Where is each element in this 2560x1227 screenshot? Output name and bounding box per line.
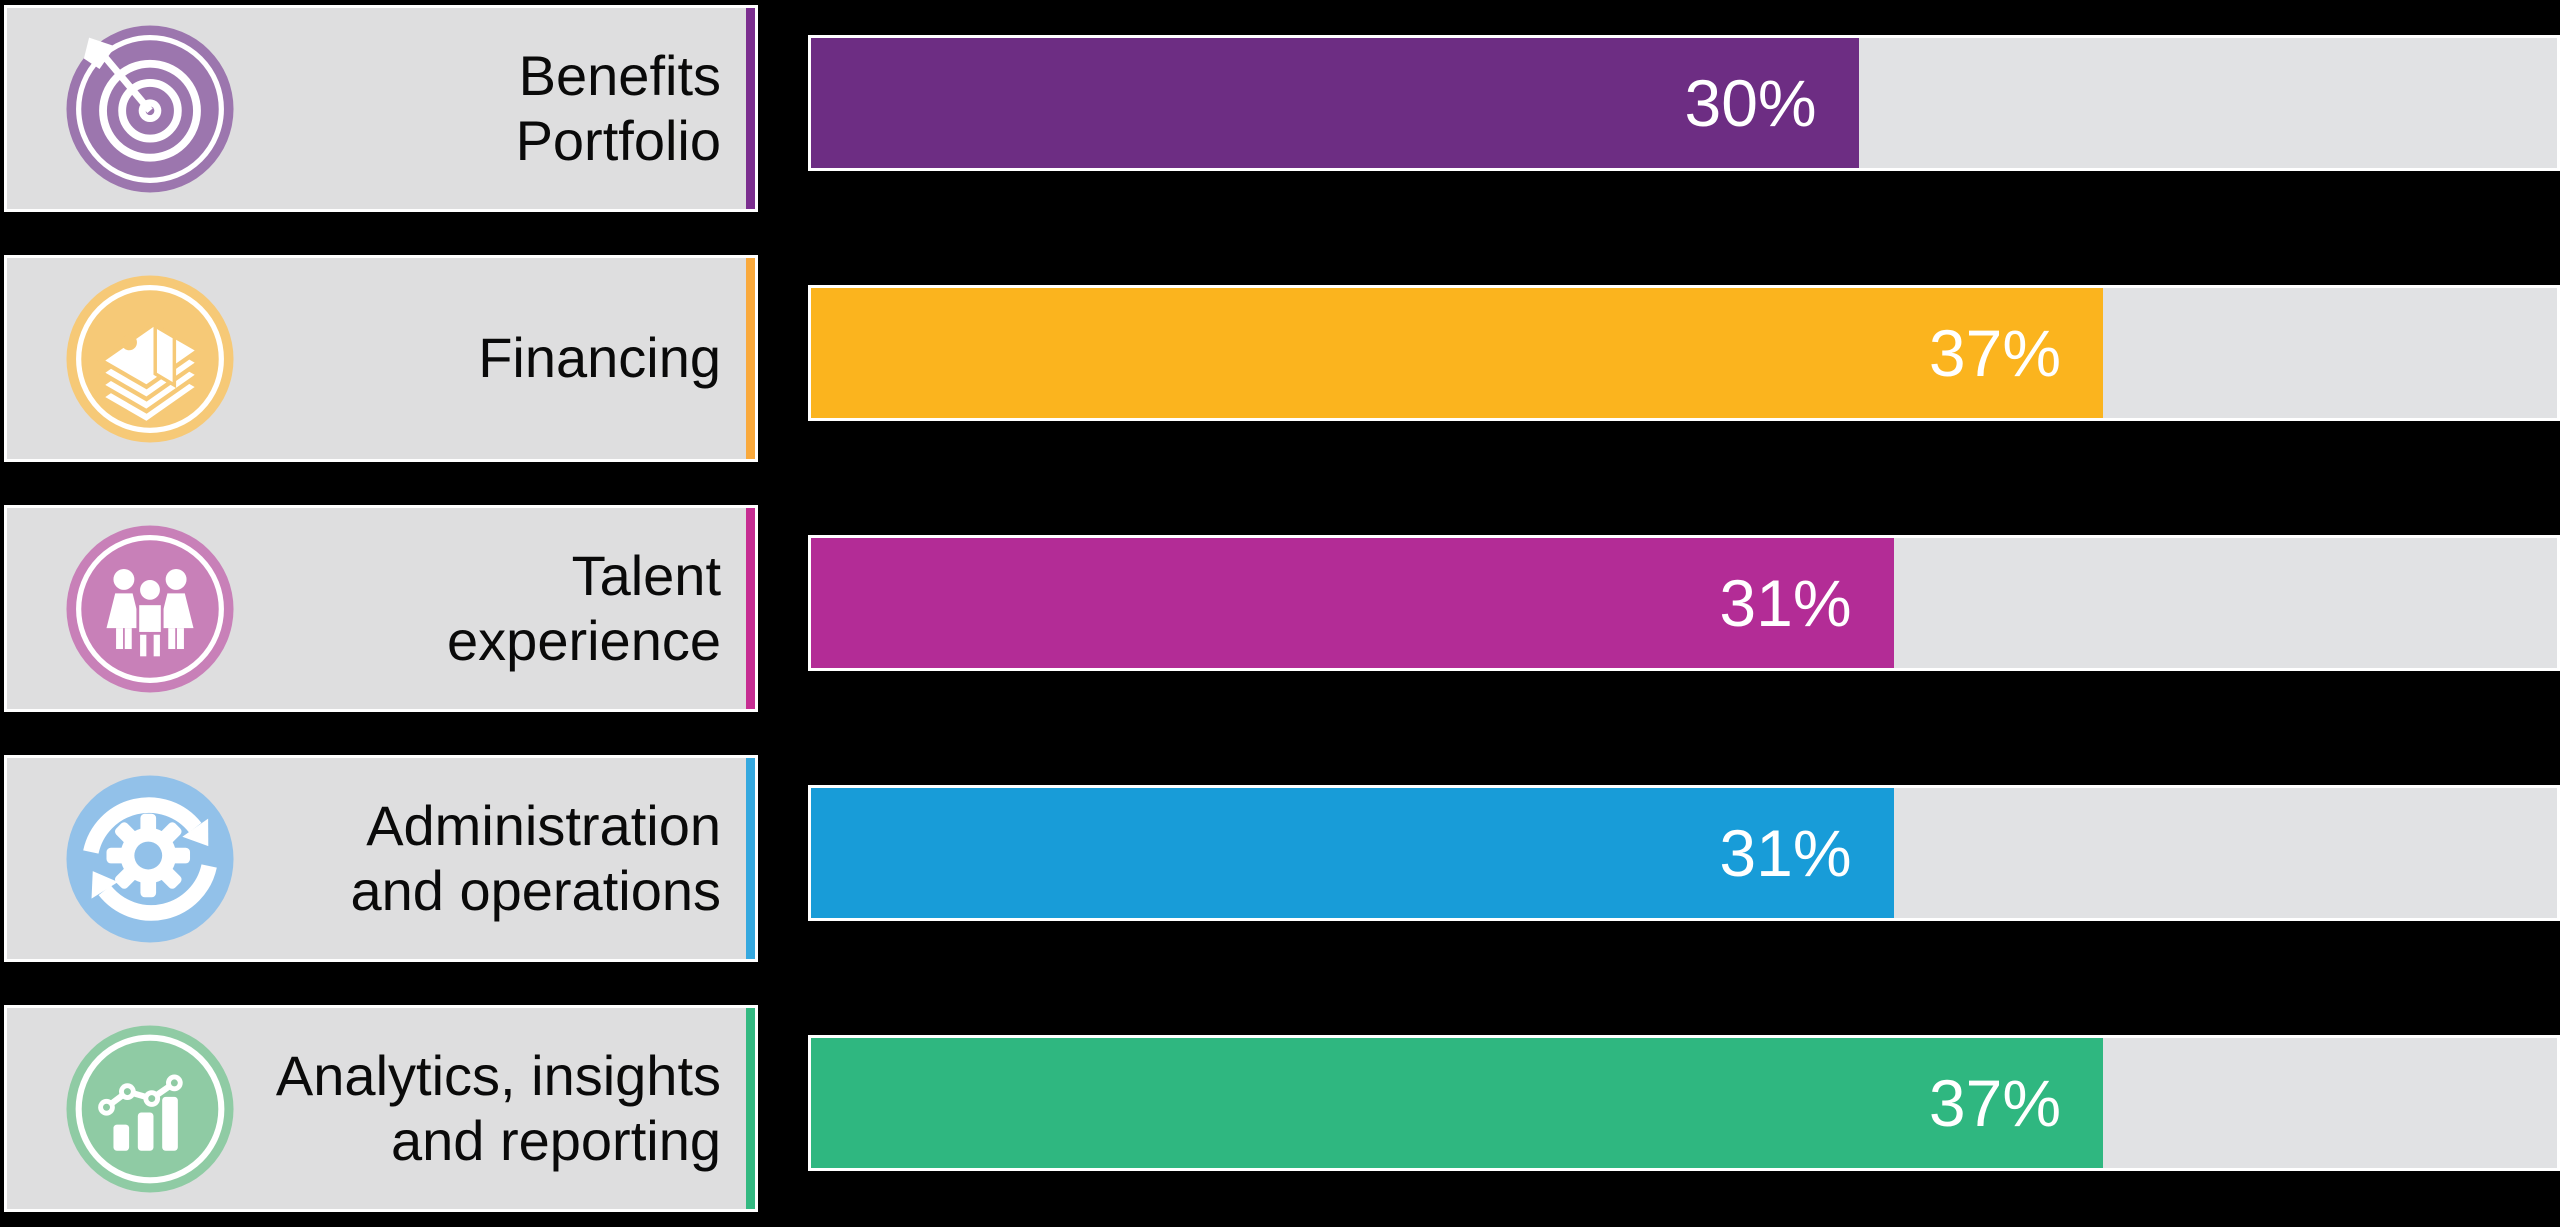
chart-row: Administration and operations 31%: [0, 755, 2560, 962]
bar-track: 31%: [808, 785, 2560, 921]
bar-value-label: 37%: [1928, 316, 2062, 390]
category-label: Analytics, insights and reporting: [275, 1043, 721, 1172]
accent-stripe: [746, 258, 755, 459]
chart-row: Benefits Portfolio 30%: [0, 5, 2560, 212]
analytics-icon: [63, 1022, 237, 1196]
bar-fill: 31%: [811, 788, 1894, 918]
chart-row: Talent experience 31%: [0, 505, 2560, 712]
category-label-card: Talent experience: [4, 505, 758, 712]
bar-track: 37%: [808, 285, 2560, 421]
bar-fill: 37%: [811, 1038, 2104, 1168]
target-icon: [63, 22, 237, 196]
category-label: Benefits Portfolio: [515, 43, 721, 172]
category-label-card: Analytics, insights and reporting: [4, 1005, 758, 1212]
category-label: Talent experience: [447, 543, 721, 672]
category-label: Administration and operations: [350, 793, 721, 922]
bar-track: 31%: [808, 535, 2560, 671]
accent-stripe: [746, 758, 755, 959]
chart-row: Financing 37%: [0, 255, 2560, 462]
bar-fill: 30%: [811, 38, 1859, 168]
category-label-card: Financing: [4, 255, 758, 462]
category-label: Financing: [478, 326, 721, 390]
bar-track: 30%: [808, 35, 2560, 171]
bar-value-label: 31%: [1719, 816, 1852, 890]
bar-track: 37%: [808, 1035, 2560, 1171]
money-stack-icon: [63, 272, 237, 446]
bar-fill: 37%: [811, 288, 2104, 418]
accent-stripe: [746, 1008, 755, 1209]
category-label-card: Benefits Portfolio: [4, 5, 758, 212]
sync-gear-icon: [63, 772, 237, 946]
people-icon: [63, 522, 237, 696]
accent-stripe: [746, 8, 755, 209]
category-label-card: Administration and operations: [4, 755, 758, 962]
bar-value-label: 30%: [1684, 66, 1817, 140]
bar-fill: 31%: [811, 538, 1894, 668]
accent-stripe: [746, 508, 755, 709]
chart-row: Analytics, insights and reporting 37%: [0, 1005, 2560, 1212]
bar-value-label: 31%: [1719, 566, 1852, 640]
bar-value-label: 37%: [1928, 1066, 2062, 1140]
